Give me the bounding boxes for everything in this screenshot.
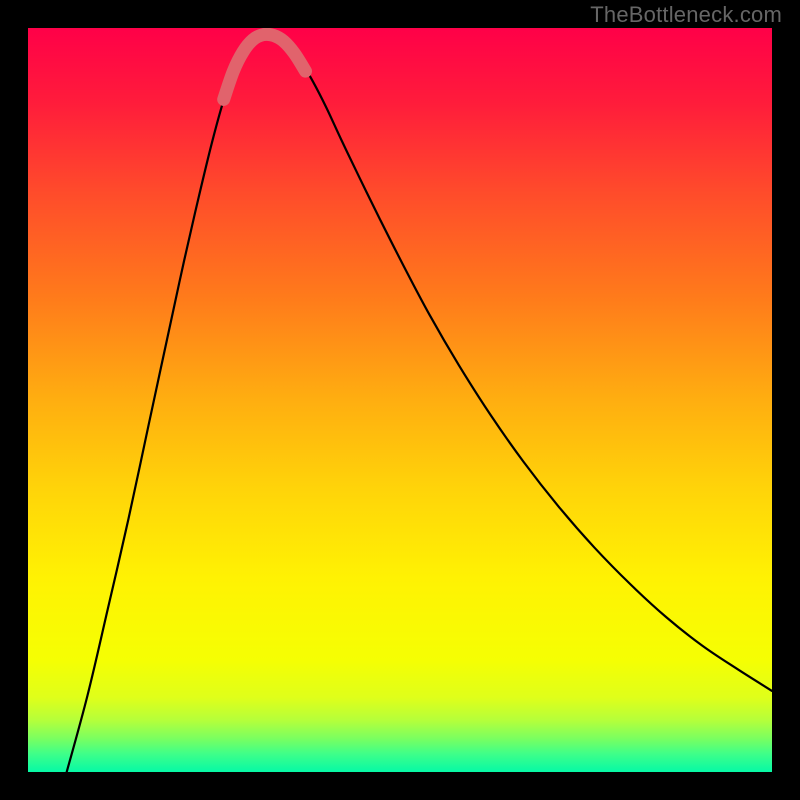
- watermark-text: TheBottleneck.com: [590, 2, 782, 28]
- chart-svg: [28, 28, 772, 772]
- gradient-background: [28, 28, 772, 772]
- plot-frame: [0, 0, 800, 800]
- plot-area: [28, 28, 772, 772]
